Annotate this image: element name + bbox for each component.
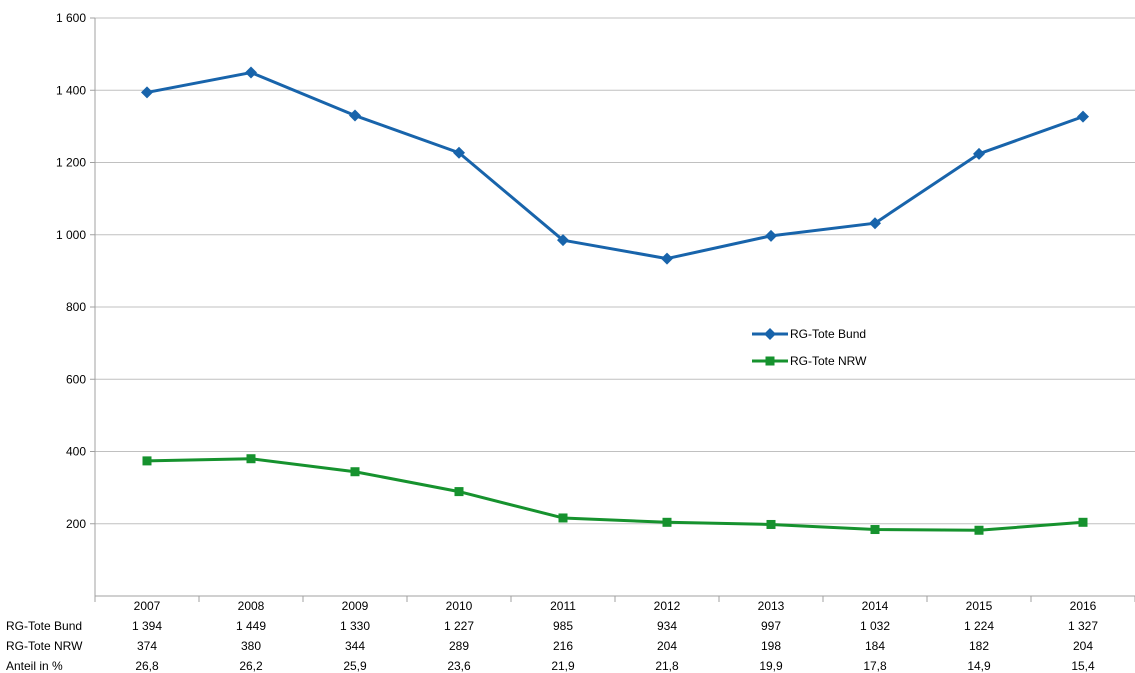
x-tick-label: 2008 [238, 599, 265, 613]
table-cell: 1 394 [132, 619, 162, 633]
series-line [146, 71, 1084, 261]
series-line [146, 457, 1084, 532]
y-tick-label: 600 [66, 372, 86, 386]
table-cell: 1 032 [860, 619, 890, 633]
table-row-label: RG-Tote NRW [6, 639, 83, 653]
table-cell: 997 [761, 619, 781, 633]
table-cell: 289 [449, 639, 469, 653]
data-point [558, 513, 568, 523]
y-tick-label: 1 600 [56, 11, 86, 25]
table-cell: 985 [553, 619, 573, 633]
data-point [245, 66, 257, 79]
table-cell: 21,9 [551, 659, 575, 673]
table-cell: 23,6 [447, 659, 471, 673]
table-cell: 15,4 [1071, 659, 1095, 673]
data-point [870, 525, 880, 535]
x-tick-label: 2013 [758, 599, 785, 613]
data-point [766, 519, 776, 529]
table-cell: 1 330 [340, 619, 370, 633]
table-cell: 17,8 [863, 659, 887, 673]
y-tick-label: 400 [66, 445, 86, 459]
legend-label: RG-Tote Bund [790, 327, 866, 341]
table-cell: 26,2 [239, 659, 263, 673]
x-tick-label: 2009 [342, 599, 369, 613]
y-tick-label: 1 400 [56, 83, 86, 97]
data-point [557, 234, 569, 247]
y-tick-label: 1 000 [56, 228, 86, 242]
data-point [141, 86, 153, 99]
legend: RG-Tote Bund RG-Tote NRW [752, 327, 867, 368]
data-point [974, 525, 984, 535]
series-bund [141, 66, 1089, 265]
x-tick-label: 2016 [1070, 599, 1097, 613]
y-tick-label: 800 [66, 300, 86, 314]
table-cell: 380 [241, 639, 261, 653]
data-point [350, 467, 360, 477]
table-row-label: Anteil in % [6, 659, 63, 673]
legend-entry: RG-Tote Bund [752, 327, 866, 341]
y-tick-label: 1 200 [56, 156, 86, 170]
table-cell: 1 227 [444, 619, 474, 633]
table-cell: 1 449 [236, 619, 266, 633]
table-cell: 216 [553, 639, 573, 653]
data-point [1078, 517, 1088, 527]
x-tick-label: 2014 [862, 599, 889, 613]
x-tick-label: 2011 [550, 599, 576, 613]
legend-entry: RG-Tote NRW [752, 354, 867, 368]
series-nrw [142, 454, 1088, 535]
legend-label: RG-Tote NRW [790, 354, 867, 368]
y-tick-label: 200 [66, 517, 86, 531]
table-cell: 204 [657, 639, 677, 653]
legend-marker [764, 328, 776, 340]
series-lines [141, 66, 1089, 535]
table-cell: 182 [969, 639, 989, 653]
data-point [765, 229, 777, 242]
data-point [246, 454, 256, 464]
table-cell: 184 [865, 639, 885, 653]
table-cell: 344 [345, 639, 365, 653]
table-cell: 25,9 [343, 659, 367, 673]
table-cell: 1 327 [1068, 619, 1098, 633]
table-cell: 21,8 [655, 659, 679, 673]
data-point [349, 109, 361, 122]
data-table: 2007 2008 2009 2010 2011 2012 2013 2014 2015 2016… [6, 599, 1098, 673]
table-cell: 934 [657, 619, 677, 633]
gridlines [95, 17, 1135, 525]
table-cell: 19,9 [759, 659, 783, 673]
data-point [973, 147, 985, 160]
x-tick-label: 2015 [966, 599, 993, 613]
data-point [454, 487, 464, 497]
table-cell: 198 [761, 639, 781, 653]
data-point [1077, 110, 1089, 123]
table-cell: 14,9 [967, 659, 991, 673]
x-tick-label: 2010 [446, 599, 473, 613]
data-point [142, 456, 152, 466]
x-tick-label: 2007 [134, 599, 161, 613]
axes: 200 400 600 800 1 000 1 200 1 400 1 600 [56, 11, 1135, 602]
data-point [662, 517, 672, 527]
table-row: RG-Tote Bund 1 394 1 449 1 330 1 227 985 934 99… [6, 619, 1098, 633]
table-row-label: RG-Tote Bund [6, 619, 82, 633]
table-row: Anteil in % 26,8 26,2 25,9 23,6 21,9 21,8 19,9 1… [6, 659, 1095, 673]
table-row: RG-Tote NRW 374 380 344 289 216 204 198 184 182 20… [6, 639, 1093, 653]
legend-marker [765, 356, 775, 366]
data-point [869, 217, 881, 230]
table-cell: 204 [1073, 639, 1093, 653]
table-cell: 1 224 [964, 619, 994, 633]
data-point [453, 146, 465, 159]
table-cell: 374 [137, 639, 157, 653]
data-point [661, 252, 673, 265]
table-cell: 26,8 [135, 659, 159, 673]
x-tick-label: 2012 [654, 599, 681, 613]
